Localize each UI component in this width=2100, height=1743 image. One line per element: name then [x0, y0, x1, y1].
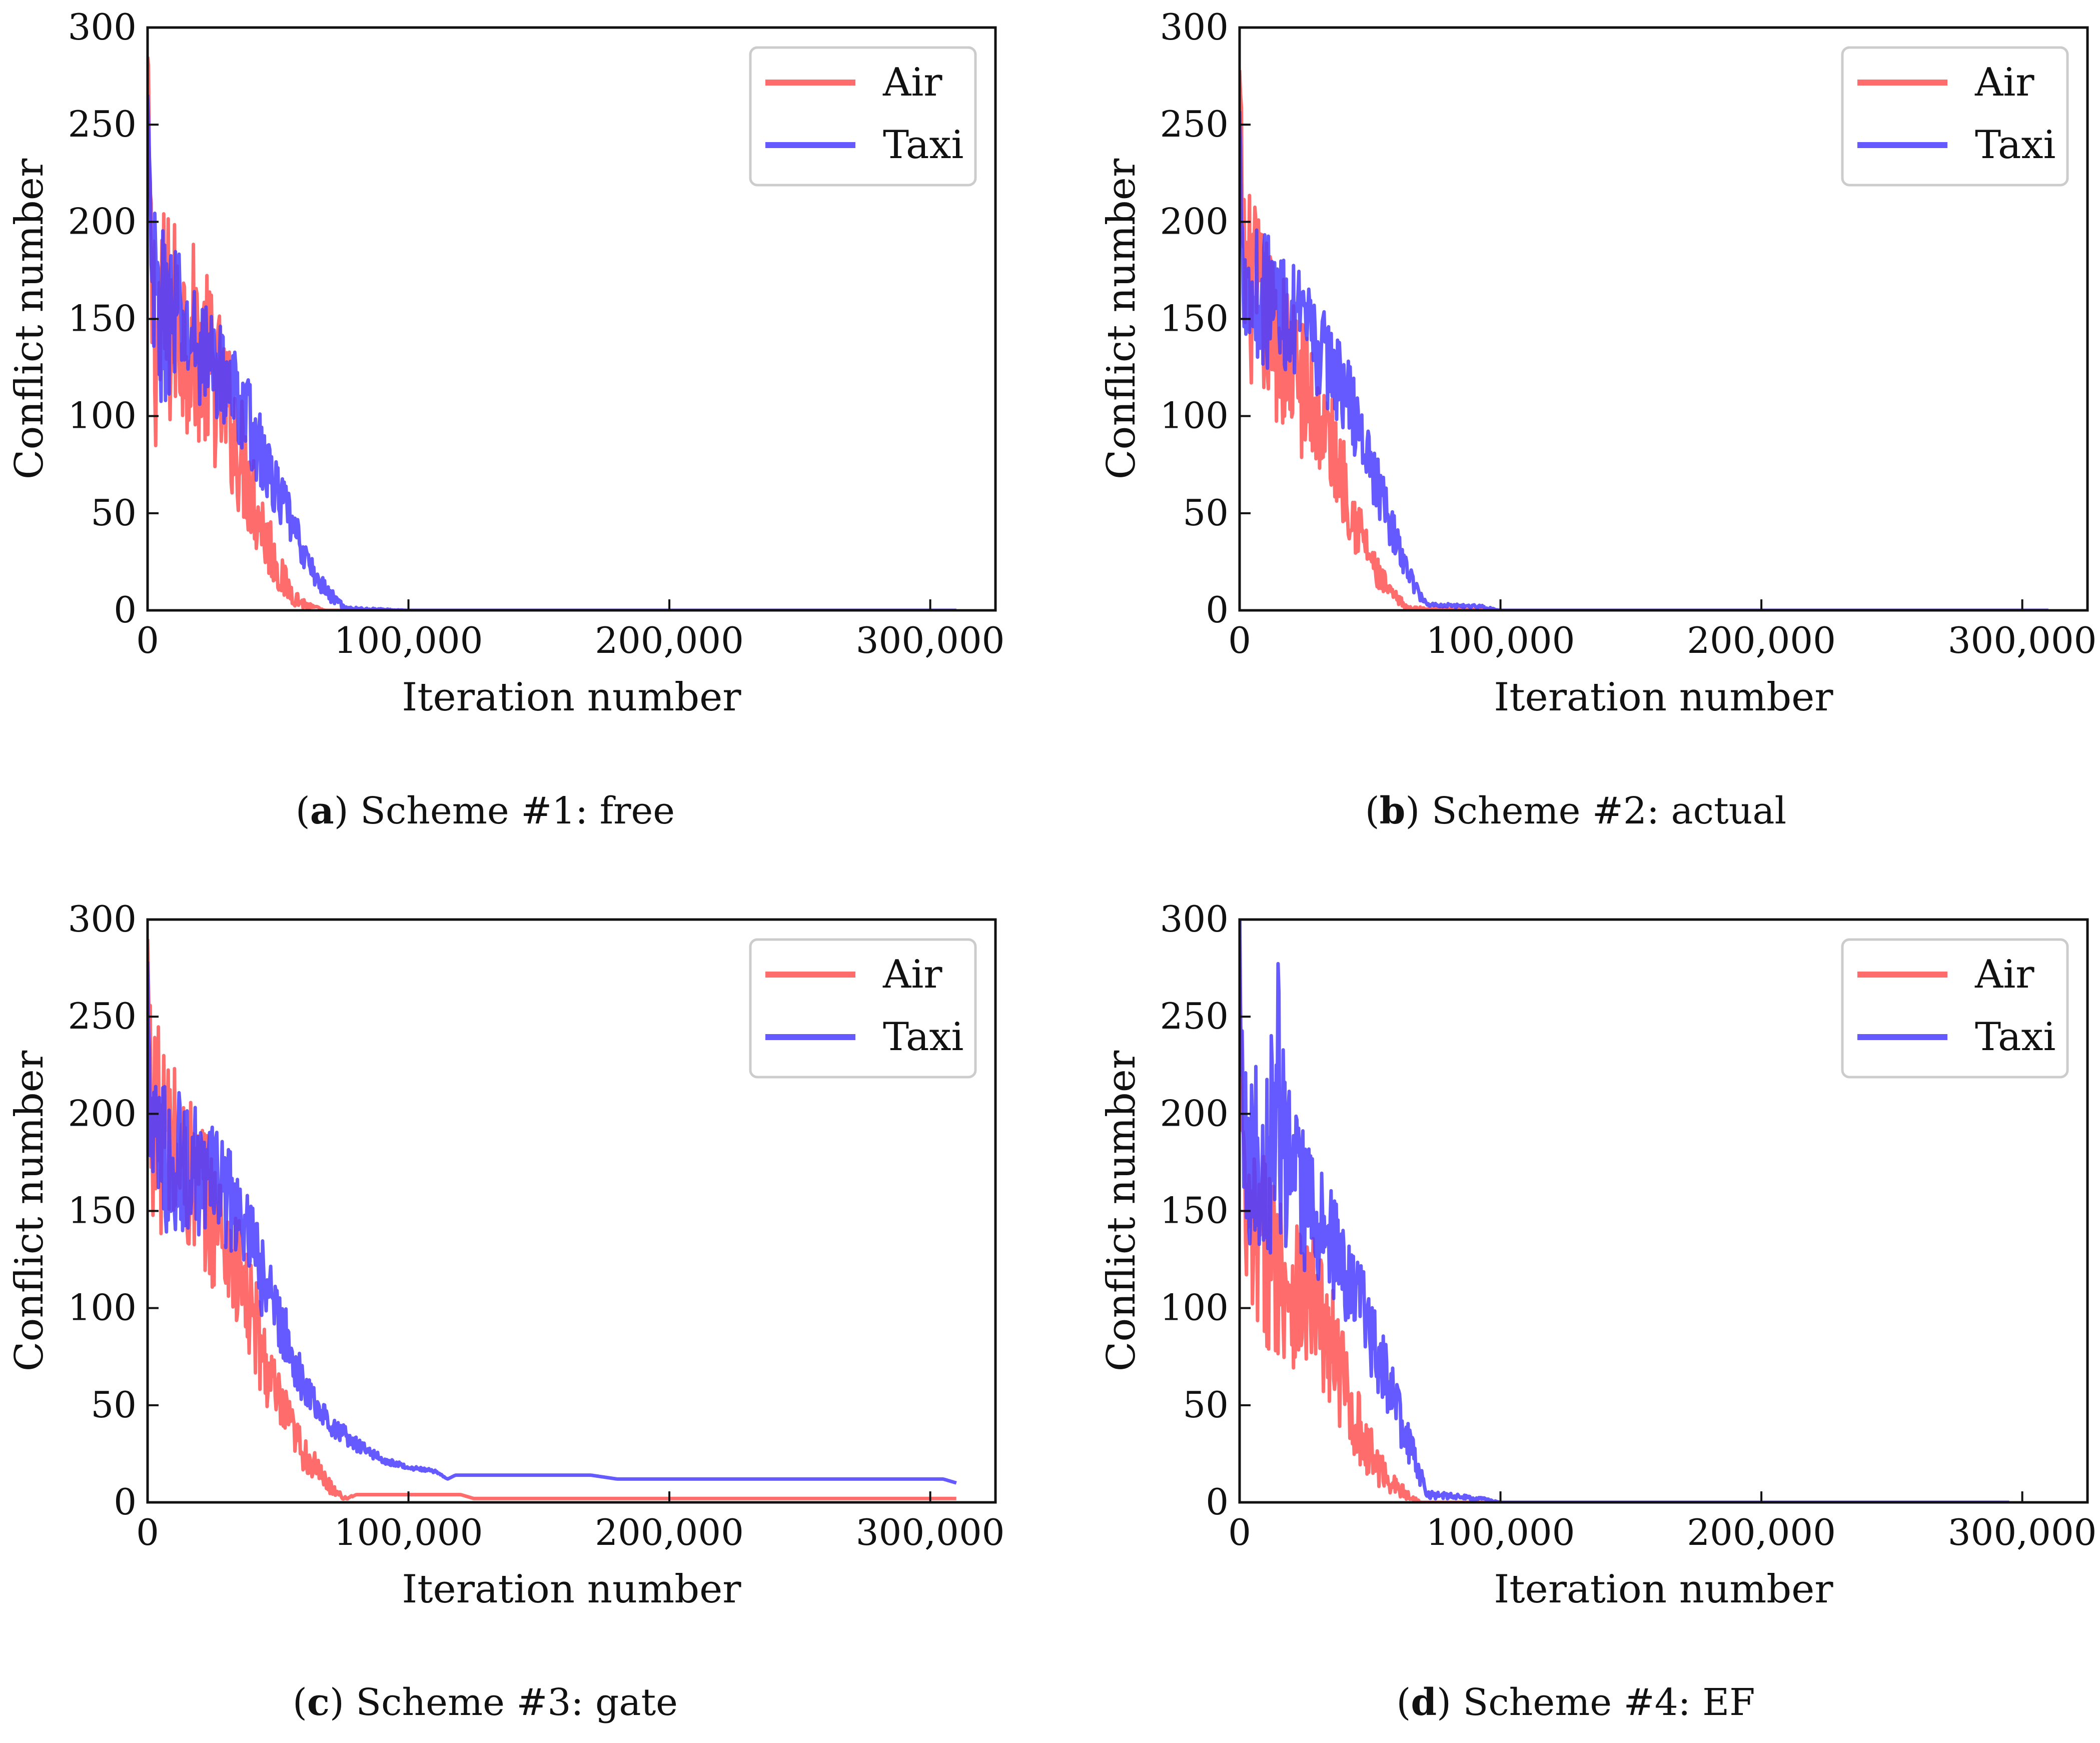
y-tick-label: 0 [1206, 589, 1229, 631]
y-tick-label: 200 [1160, 200, 1229, 242]
y-axis-label: Conflict number [7, 1050, 52, 1371]
caption-a-text: Scheme #1: free [360, 789, 675, 832]
x-tick-label: 300,000 [856, 1511, 1005, 1553]
chart-panel-a: 0 100,000 200,000 300,000 0 50 100 150 200 250 300… [7, 6, 1004, 720]
y-tick-label: 0 [114, 1481, 137, 1523]
x-tick-label: 200,000 [1687, 1511, 1836, 1553]
legend: Air Taxi [1841, 46, 2069, 187]
y-tick-label: 250 [68, 995, 137, 1037]
y-tick-label: 150 [68, 1190, 137, 1232]
x-tick-label: 300,000 [856, 619, 1005, 661]
y-tick-label: 250 [1160, 995, 1229, 1037]
x-tick-label: 100,000 [1426, 1511, 1575, 1553]
legend-label-air: Air [882, 952, 942, 997]
x-axis-label: Iteration number [402, 1567, 741, 1612]
series-line-air [148, 939, 957, 1501]
y-tick-label: 250 [1160, 103, 1229, 145]
caption-c: (c) Scheme #3: gate [293, 1681, 678, 1724]
y-tick-label: 50 [1183, 1384, 1229, 1426]
y-tick-label: 300 [1160, 6, 1229, 48]
legend-label-air: Air [1974, 952, 2034, 997]
x-tick-label: 100,000 [334, 619, 483, 661]
y-tick-label: 50 [1183, 492, 1229, 534]
caption-c-text: Scheme #3: gate [356, 1681, 678, 1724]
x-tick-label: 0 [136, 1511, 159, 1553]
y-tick-label: 300 [68, 6, 137, 48]
chart-panel-c: 0 100,000 200,000 300,000 0 50 100 150 200 250 300… [7, 898, 1004, 1612]
y-tick-label: 150 [1160, 1190, 1229, 1232]
y-tick-label: 100 [1160, 395, 1229, 437]
x-tick-label: 0 [136, 619, 159, 661]
y-tick-label: 150 [1160, 298, 1229, 340]
caption-c-label: c [307, 1681, 330, 1724]
legend-label-air: Air [882, 60, 942, 105]
caption-a-label: a [310, 789, 334, 832]
x-axis-label: Iteration number [1494, 1567, 1833, 1612]
legend-label-taxi: Taxi [1975, 123, 2055, 168]
x-tick-label: 100,000 [1426, 619, 1575, 661]
legend-label-air: Air [1974, 60, 2034, 105]
x-tick-label: 200,000 [595, 1511, 744, 1553]
y-tick-label: 300 [1160, 898, 1229, 940]
series-line-taxi [148, 961, 957, 1485]
chart-panel-b: 0 100,000 200,000 300,000 0 50 100 150 200 250 300… [1099, 6, 2096, 720]
y-tick-label: 200 [1160, 1092, 1229, 1134]
x-tick-label: 300,000 [1948, 619, 2097, 661]
y-tick-label: 0 [114, 589, 137, 631]
y-tick-label: 50 [91, 1384, 137, 1426]
y-tick-label: 250 [68, 103, 137, 145]
caption-a: (a) Scheme #1: free [295, 789, 675, 832]
series-line-air [1240, 70, 2049, 610]
y-tick-label: 0 [1206, 1481, 1229, 1523]
legend: Air Taxi [749, 938, 977, 1079]
chart-panel-d: 0 100,000 200,000 300,000 0 50 100 150 200 250 300… [1099, 898, 2097, 1612]
caption-d-text: Scheme #4: EF [1463, 1681, 1755, 1724]
y-axis-label: Conflict number [1099, 1050, 1144, 1371]
y-tick-label: 100 [1160, 1287, 1229, 1329]
legend-label-taxi: Taxi [883, 123, 963, 168]
y-tick-label: 300 [68, 898, 137, 940]
x-tick-label: 0 [1228, 619, 1251, 661]
x-tick-label: 200,000 [1687, 619, 1836, 661]
legend: Air Taxi [1841, 938, 2069, 1079]
legend: Air Taxi [749, 46, 977, 187]
caption-b-label: b [1379, 789, 1406, 832]
x-axis-label: Iteration number [1494, 675, 1833, 720]
y-axis-label: Conflict number [1099, 158, 1144, 479]
y-tick-label: 150 [68, 298, 137, 340]
legend-label-taxi: Taxi [883, 1015, 963, 1060]
y-tick-label: 100 [68, 395, 137, 437]
y-tick-label: 100 [68, 1287, 137, 1329]
x-axis-label: Iteration number [402, 675, 741, 720]
y-axis-label: Conflict number [7, 158, 52, 479]
series-line-air [1240, 940, 2010, 1502]
x-tick-label: 0 [1228, 1511, 1251, 1553]
caption-d-label: d [1411, 1681, 1437, 1724]
y-tick-label: 50 [91, 492, 137, 534]
y-tick-label: 200 [68, 200, 137, 242]
caption-d: (d) Scheme #4: EF [1396, 1681, 1755, 1724]
series-line-taxi [148, 95, 957, 610]
y-tick-label: 200 [68, 1092, 137, 1134]
caption-b-text: Scheme #2: actual [1431, 789, 1787, 832]
x-tick-label: 200,000 [595, 619, 744, 661]
caption-b: (b) Scheme #2: actual [1365, 789, 1787, 832]
series-line-air [148, 57, 957, 610]
series-line-taxi [1240, 111, 2049, 610]
series-line-taxi [1240, 920, 2010, 1502]
x-tick-label: 300,000 [1948, 1511, 2097, 1553]
x-tick-label: 100,000 [334, 1511, 483, 1553]
legend-label-taxi: Taxi [1975, 1015, 2055, 1060]
